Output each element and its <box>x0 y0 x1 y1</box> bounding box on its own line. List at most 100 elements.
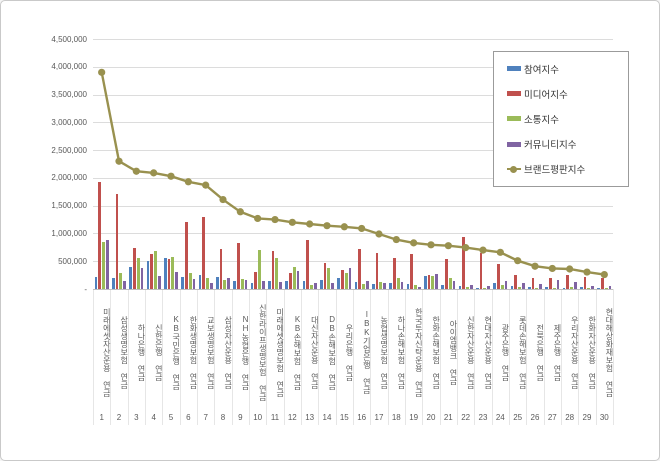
x-axis-tick <box>179 289 181 425</box>
legend-label: 커뮤니티지수 <box>524 140 577 152</box>
bar-media-index <box>271 250 275 289</box>
y-axis-tick-label: 3,000,000 <box>51 117 87 127</box>
category-label: 하나은행 연금 <box>136 323 146 381</box>
line-marker <box>479 246 487 254</box>
bar-participation-index <box>111 277 115 289</box>
bar-media-index <box>341 270 344 289</box>
category-label: 삼성생명보험 연금 <box>119 315 129 389</box>
bar-communication-index <box>206 278 209 289</box>
category-rank-label: 2 <box>116 413 122 422</box>
line-marker <box>306 220 314 228</box>
category-label: 신한자산운용 연금 <box>466 315 476 389</box>
bar-community-index <box>123 280 127 289</box>
bar-community-index <box>487 285 491 289</box>
category-label: 현대해상화재보험 연금 <box>604 307 614 397</box>
bar-communication-index <box>327 268 331 289</box>
y-axis-tick-label: 4,500,000 <box>51 34 87 44</box>
category-rank-label: 3 <box>134 413 139 422</box>
bar-participation-index <box>129 266 133 289</box>
bar-participation-index <box>562 287 566 289</box>
category-group <box>232 39 249 289</box>
x-axis-tick <box>283 289 285 425</box>
bar-media-index <box>445 259 448 289</box>
category-rank-label: 22 <box>461 413 471 422</box>
line-marker <box>358 224 366 233</box>
category-label: 제주은행 연금 <box>552 323 562 381</box>
category-label: 신한은행 연금 <box>154 323 164 381</box>
gridline <box>93 205 613 207</box>
bar-communication-index <box>552 287 556 289</box>
bar-participation-index <box>493 283 497 289</box>
bar-community-index <box>261 281 265 289</box>
bar-community-index <box>417 286 421 289</box>
bar-media-index <box>150 254 154 289</box>
bar-media-index <box>566 275 570 289</box>
legend-item-community-index: 커뮤니티지수 <box>507 137 628 151</box>
bar-communication-index <box>483 288 487 289</box>
category-group <box>318 39 335 289</box>
bar-community-index <box>331 282 335 289</box>
x-axis-tick <box>92 289 94 425</box>
bar-participation-index <box>475 287 479 289</box>
x-axis-tick <box>335 289 337 425</box>
bar-participation-index <box>441 284 445 289</box>
x-axis-tick <box>439 289 441 425</box>
category-label: 광주은행 연금 <box>500 323 510 381</box>
y-axis-tick-label: 1,500,000 <box>51 201 87 211</box>
category-label: NH농협은행 연금 <box>240 314 250 390</box>
bar-community-index <box>192 279 196 289</box>
legend-swatch-communication <box>507 116 521 122</box>
bar-participation-index <box>527 287 531 289</box>
category-rank-label: 1 <box>99 413 104 422</box>
bar-media-index <box>393 257 396 289</box>
bar-participation-index <box>579 286 583 289</box>
bar-communication-index <box>344 273 348 289</box>
bar-community-index <box>348 268 352 289</box>
category-label: 한화자산운용 연금 <box>587 315 597 389</box>
bar-community-index <box>157 276 161 289</box>
bar-participation-index <box>337 278 341 289</box>
bar-media-index <box>531 277 535 289</box>
bar-participation-index <box>146 260 150 289</box>
gridline <box>93 177 613 179</box>
bar-community-index <box>383 283 387 289</box>
bar-media-index <box>219 249 223 289</box>
x-axis-tick <box>456 289 458 425</box>
line-marker <box>462 244 470 252</box>
bar-community-index <box>573 282 577 289</box>
legend-swatch-community <box>507 141 521 147</box>
bar-media-index <box>410 254 414 289</box>
bar-community-index <box>279 281 283 289</box>
category-rank-label: 6 <box>186 413 191 422</box>
category-group <box>492 39 509 289</box>
bar-media-index <box>583 276 587 289</box>
category-rank-label: 25 <box>513 413 523 422</box>
bar-communication-index <box>466 287 469 289</box>
gridline <box>93 233 613 235</box>
line-marker <box>583 268 591 276</box>
bar-community-index <box>105 240 109 289</box>
bar-media-index <box>601 278 604 289</box>
line-marker <box>444 242 452 250</box>
bar-communication-index <box>448 277 452 289</box>
category-group <box>474 39 491 289</box>
category-rank-label: 13 <box>305 413 315 422</box>
category-rank-label: 27 <box>547 413 557 422</box>
category-rank-label: 11 <box>270 413 280 422</box>
category-group <box>266 39 283 289</box>
x-axis-line <box>93 289 613 290</box>
category-label: 신한라이프생명보험 연금 <box>258 303 268 401</box>
y-axis-tick-label: 1,000,000 <box>51 228 87 238</box>
category-rank-label: 23 <box>478 413 488 422</box>
line-marker <box>566 265 574 273</box>
bar-communication-index <box>396 278 400 289</box>
x-axis-tick <box>612 289 614 425</box>
category-rank-label: 30 <box>599 413 609 422</box>
category-label: DB손해보험 연금 <box>327 314 337 390</box>
bar-communication-index <box>362 284 365 289</box>
bar-participation-index <box>545 287 549 289</box>
bar-media-index <box>254 271 258 289</box>
category-rank-label: 5 <box>168 413 174 422</box>
category-rank-label: 26 <box>530 413 540 422</box>
